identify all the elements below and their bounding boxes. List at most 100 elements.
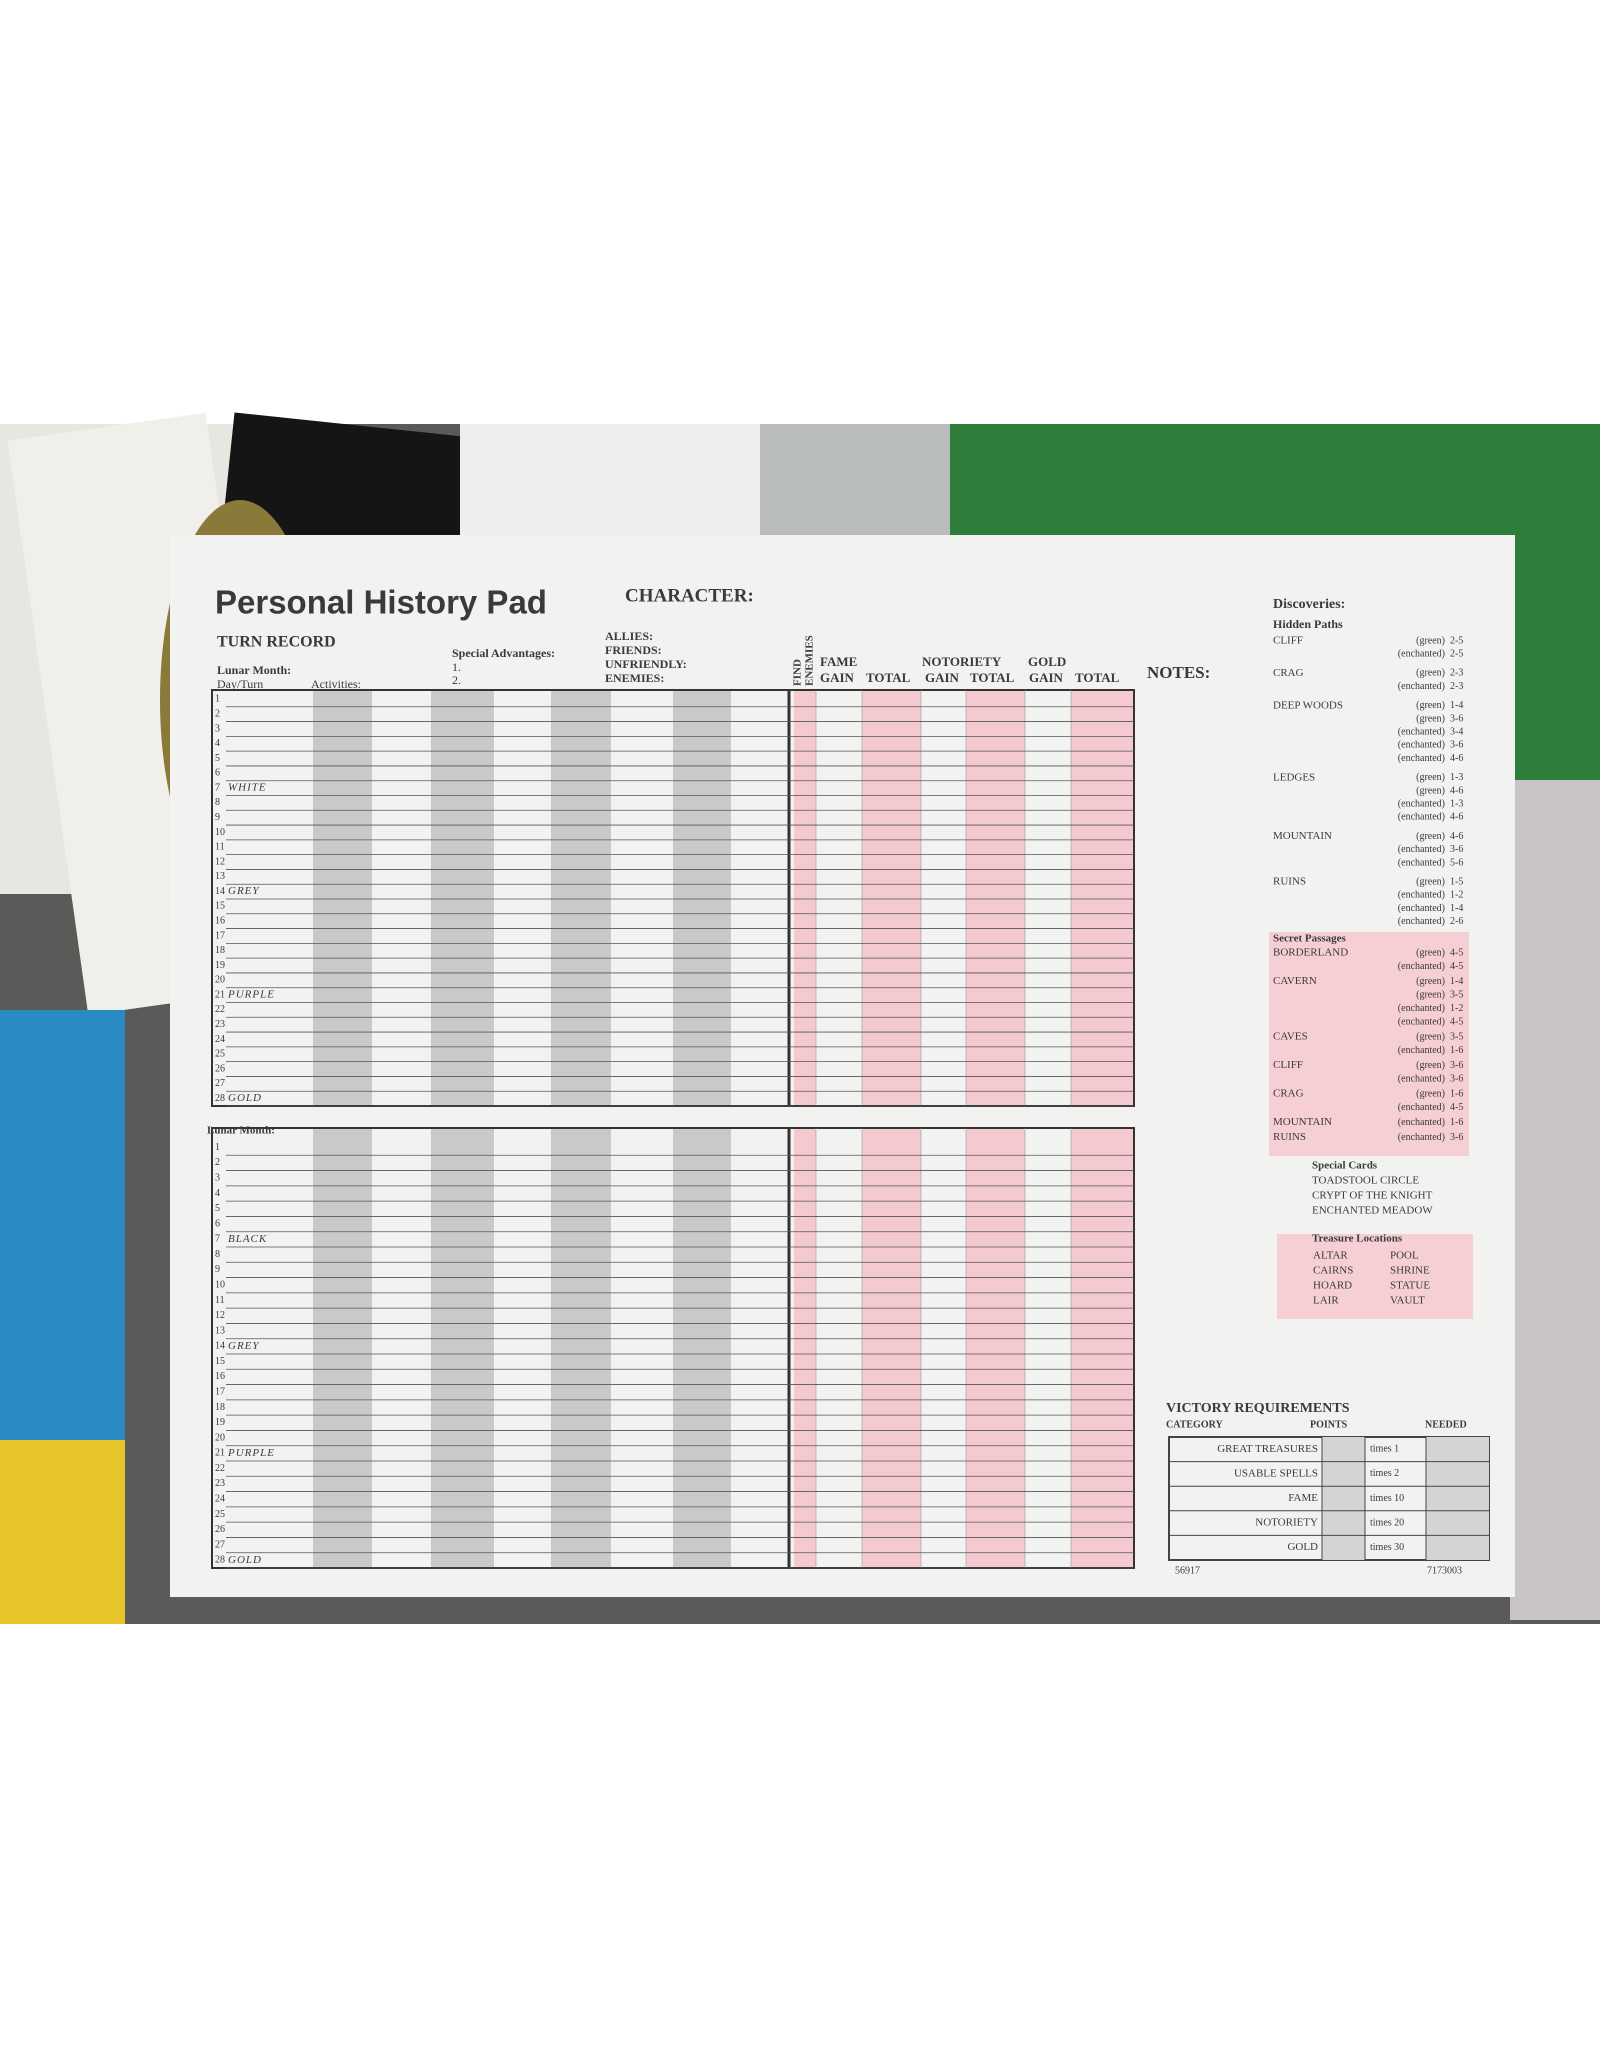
- character-label: CHARACTER:: [625, 585, 754, 606]
- path-roll: 3-6: [1450, 1073, 1463, 1084]
- score-subcolumn: GAIN: [925, 670, 960, 685]
- pink-stripe: [966, 690, 1025, 1106]
- path-roll: 1-5: [1450, 876, 1463, 887]
- relation: ENEMIES:: [605, 671, 664, 685]
- treasure-location: CAIRNS: [1313, 1265, 1353, 1277]
- day-number: 13: [215, 871, 225, 882]
- score-subcolumn: TOTAL: [970, 670, 1015, 685]
- victory-multiplier: times 30: [1370, 1542, 1404, 1553]
- score-subcolumn: TOTAL: [1075, 670, 1120, 685]
- day-number: 5: [215, 753, 220, 764]
- path-roll: 1-6: [1450, 1045, 1463, 1056]
- day-number: 16: [215, 915, 225, 926]
- day-color: GOLD: [228, 1554, 262, 1566]
- path-kind: (enchanted): [1398, 1045, 1445, 1056]
- path-roll: 1-6: [1450, 1117, 1463, 1128]
- treasure-box: [1277, 1234, 1473, 1319]
- day-number: 21: [215, 1448, 225, 1459]
- day-number: 11: [215, 842, 225, 853]
- day-number: 26: [215, 1524, 225, 1535]
- victory-category: USABLE SPELLS: [1234, 1467, 1318, 1479]
- place: LEDGES: [1273, 771, 1315, 783]
- path-kind: (enchanted): [1398, 740, 1445, 751]
- path-roll: 4-6: [1450, 753, 1463, 764]
- path-roll: 3-6: [1450, 1060, 1463, 1071]
- place: CLIFF: [1273, 635, 1303, 647]
- notes: NOTES:: [1147, 663, 1210, 682]
- victory-category: FAME: [1288, 1492, 1318, 1504]
- path-kind: (enchanted): [1398, 681, 1445, 692]
- path-kind: (green): [1416, 700, 1445, 711]
- grey-stripe: [551, 1128, 611, 1568]
- special-advantages: Special Advantages:: [452, 646, 555, 660]
- score-column: GOLD: [1028, 654, 1066, 669]
- day-number: 18: [215, 1402, 225, 1413]
- treasure-location: HOARD: [1313, 1280, 1352, 1292]
- path-kind: (green): [1416, 976, 1445, 987]
- path-kind: (enchanted): [1398, 812, 1445, 823]
- path-roll: 4-5: [1450, 961, 1463, 972]
- path-roll: 4-5: [1450, 1102, 1463, 1113]
- day-number: 28: [215, 1093, 225, 1104]
- relation: FRIENDS:: [605, 643, 662, 657]
- points-column: [1322, 1437, 1365, 1560]
- day-number: 3: [215, 723, 220, 734]
- day-color: WHITE: [228, 782, 267, 794]
- victory-multiplier: times 10: [1370, 1493, 1404, 1504]
- needed-column: [1426, 1437, 1489, 1560]
- score-subcolumn: GAIN: [820, 670, 855, 685]
- grey-stripe: [551, 690, 611, 1106]
- day-number: 10: [215, 1280, 225, 1291]
- path-roll: 1-3: [1450, 798, 1463, 809]
- plastic-bags: [1510, 780, 1600, 1620]
- find-enemies: FIND: [792, 659, 804, 686]
- day-color: BLACK: [228, 1233, 267, 1245]
- day-number: 4: [215, 1188, 220, 1199]
- relation: UNFRIENDLY:: [605, 657, 687, 671]
- day-number: 17: [215, 930, 225, 941]
- path-roll: 1-4: [1450, 976, 1463, 987]
- day-number: 13: [215, 1325, 225, 1336]
- day-number: 14: [215, 1341, 225, 1352]
- special-card: TOADSTOOL CIRCLE: [1312, 1175, 1419, 1187]
- path-kind: (green): [1416, 876, 1445, 887]
- path-kind: (green): [1416, 713, 1445, 724]
- path-kind: (green): [1416, 947, 1445, 958]
- relation: ALLIES:: [605, 629, 653, 643]
- day-number: 19: [215, 960, 225, 971]
- day-number: 16: [215, 1371, 225, 1382]
- place: CAVERN: [1273, 975, 1317, 987]
- path-roll: 4-6: [1450, 812, 1463, 823]
- path-kind: (green): [1416, 772, 1445, 783]
- day-number: 18: [215, 945, 225, 956]
- path-roll: 2-6: [1450, 916, 1463, 927]
- find-enemies: ENEMIES: [804, 635, 816, 686]
- lunar-month: Lunar Month:: [207, 1125, 275, 1137]
- path-roll: 1-4: [1450, 700, 1463, 711]
- day-number: 22: [215, 1463, 225, 1474]
- path-roll: 1-3: [1450, 772, 1463, 783]
- victory-title: VICTORY REQUIREMENTS: [1166, 1401, 1350, 1416]
- grey-stripe: [313, 1128, 372, 1568]
- treasure-locations: Treasure Locations: [1312, 1233, 1403, 1245]
- advantage-slot: 1.: [452, 660, 461, 674]
- day-number: 10: [215, 827, 225, 838]
- grey-stripe: [673, 690, 731, 1106]
- place: BORDERLAND: [1273, 947, 1348, 959]
- day-number: 24: [215, 1494, 225, 1505]
- day-number: 2: [215, 1157, 220, 1168]
- path-kind: (enchanted): [1398, 1102, 1445, 1113]
- path-kind: (enchanted): [1398, 1073, 1445, 1084]
- pink-stripe: [1071, 1128, 1134, 1568]
- activities: Activities:: [311, 677, 361, 691]
- score-subcolumn: GAIN: [1029, 670, 1064, 685]
- path-kind: (enchanted): [1398, 726, 1445, 737]
- place: MOUNTAIN: [1273, 1116, 1332, 1128]
- treasure-location: LAIR: [1313, 1295, 1339, 1307]
- score-column: FAME: [820, 654, 857, 669]
- path-kind: (enchanted): [1398, 916, 1445, 927]
- footer-code: 7173003: [1427, 1565, 1462, 1576]
- path-kind: (enchanted): [1398, 798, 1445, 809]
- path-roll: 4-6: [1450, 831, 1463, 842]
- victory-multiplier: times 20: [1370, 1517, 1404, 1528]
